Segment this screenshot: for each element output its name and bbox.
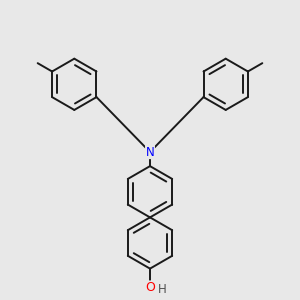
Text: H: H	[158, 284, 167, 296]
Text: N: N	[146, 146, 154, 158]
Text: O: O	[145, 281, 155, 294]
